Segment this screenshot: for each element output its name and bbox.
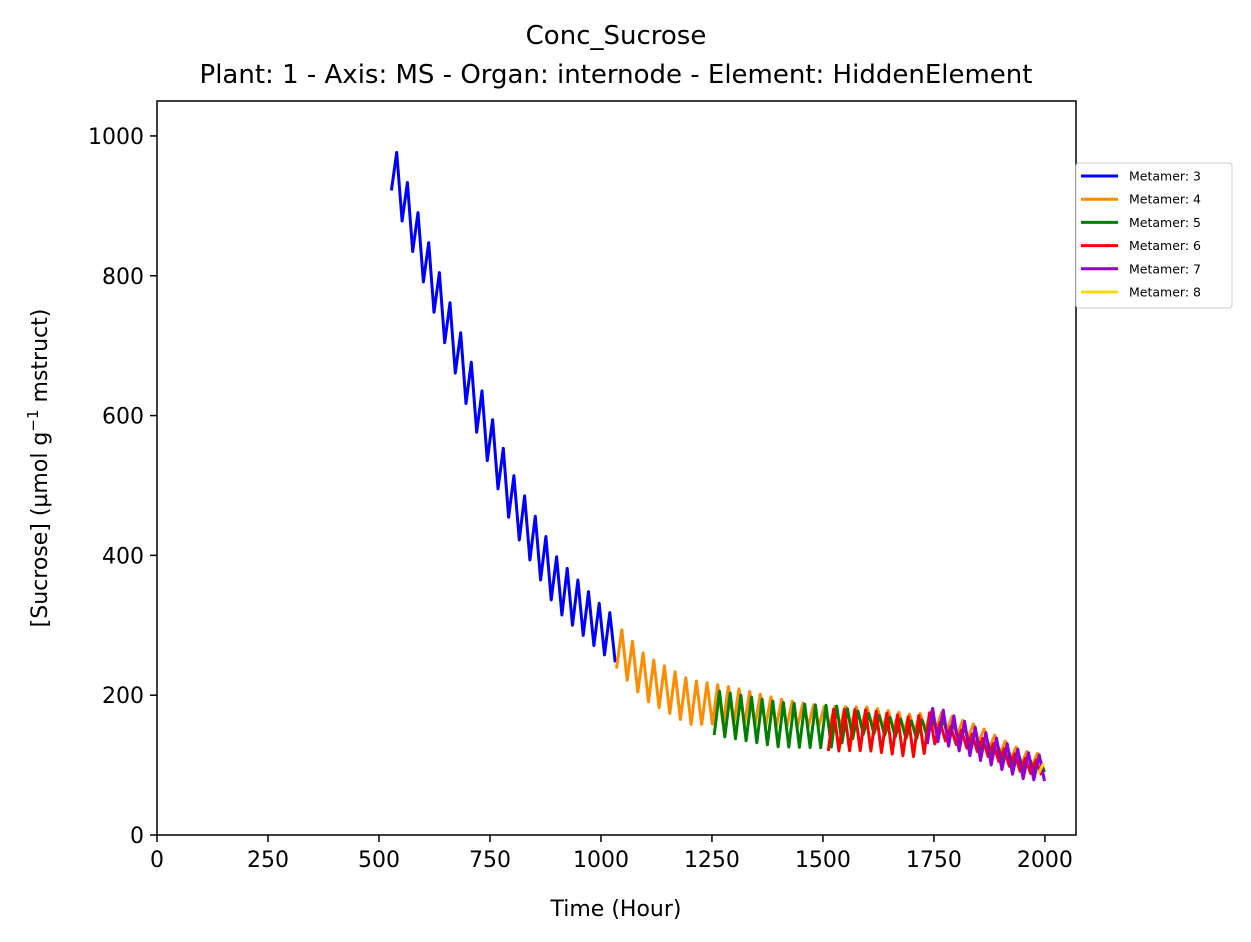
legend-label: Metamer: 4 bbox=[1129, 192, 1201, 207]
x-tick-label: 250 bbox=[247, 848, 289, 873]
x-tick-label: 750 bbox=[469, 848, 511, 873]
x-tick-label: 1750 bbox=[906, 848, 962, 873]
x-tick-label: 1500 bbox=[795, 848, 851, 873]
y-axis-label: [Sucrose] (µmol g−1 mstruct) bbox=[24, 309, 53, 628]
x-tick-label: 2000 bbox=[1017, 848, 1073, 873]
legend-label: Metamer: 3 bbox=[1129, 169, 1201, 184]
x-axis: 0 250 500 750 1000 1250 1500 1750 2000 bbox=[150, 835, 1073, 873]
y-tick-label: 600 bbox=[102, 405, 144, 430]
legend-label: Metamer: 5 bbox=[1129, 215, 1201, 230]
chart-subtitle: Plant: 1 - Axis: MS - Organ: internode -… bbox=[200, 60, 1033, 90]
legend-label: Metamer: 7 bbox=[1129, 261, 1201, 276]
x-tick-label: 1000 bbox=[573, 848, 629, 873]
x-tick-label: 500 bbox=[358, 848, 400, 873]
series-line-metamer-7 bbox=[925, 706, 1046, 782]
legend-label: Metamer: 6 bbox=[1129, 238, 1201, 253]
y-axis-label-main: [Sucrose] (µmol g bbox=[28, 432, 53, 628]
x-tick-label: 1250 bbox=[684, 848, 740, 873]
y-tick-label: 1000 bbox=[88, 125, 144, 150]
legend-label: Metamer: 8 bbox=[1129, 285, 1201, 300]
x-tick-label: 0 bbox=[150, 848, 164, 873]
y-axis: 0 200 400 600 800 1000 bbox=[88, 125, 157, 849]
series-line-metamer-3 bbox=[389, 150, 617, 663]
plot-frame bbox=[156, 100, 1077, 836]
y-tick-label: 0 bbox=[130, 824, 144, 849]
legend: Metamer: 3 Metamer: 4 Metamer: 5 Metamer: 6… bbox=[1075, 162, 1233, 309]
y-axis-label-tail: mstruct) bbox=[28, 309, 53, 410]
series-line-metamer-8 bbox=[1036, 762, 1045, 775]
y-axis-label-superscript: −1 bbox=[24, 409, 42, 431]
series-layer bbox=[389, 150, 1046, 782]
x-axis-label: Time (Hour) bbox=[550, 897, 682, 922]
y-tick-label: 800 bbox=[102, 265, 144, 290]
y-tick-label: 400 bbox=[102, 544, 144, 569]
y-tick-label: 200 bbox=[102, 684, 144, 709]
chart-title: Conc_Sucrose bbox=[526, 21, 707, 51]
